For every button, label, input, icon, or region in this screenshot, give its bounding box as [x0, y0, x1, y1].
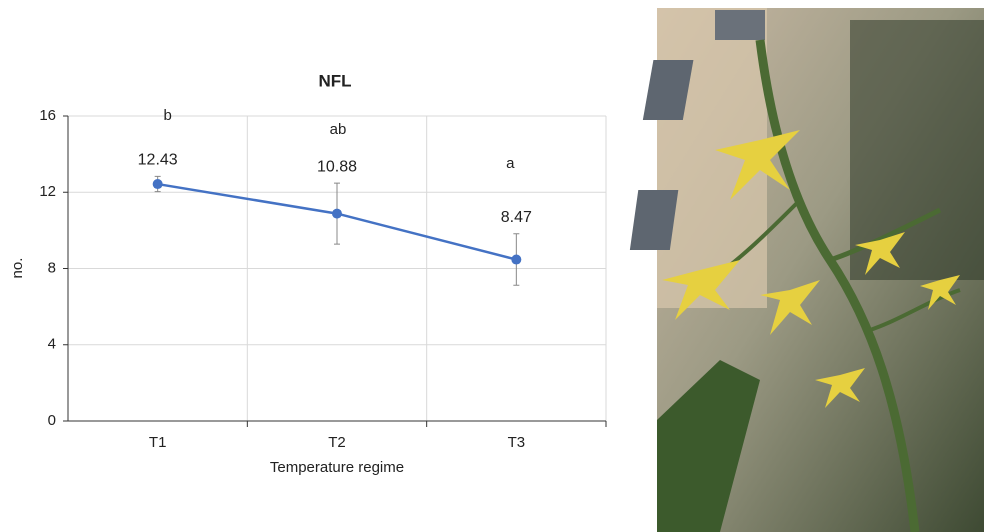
- data-label: 12.43: [138, 152, 178, 169]
- data-point: [153, 179, 163, 189]
- y-tick-label: 0: [48, 412, 56, 429]
- y-tick-label: 16: [39, 107, 56, 124]
- annotation: b: [163, 107, 171, 124]
- x-tick-label: T2: [328, 434, 346, 451]
- data-label: 8.47: [501, 209, 532, 226]
- x-tick-label: T1: [149, 434, 167, 451]
- y-tick-label: 12: [39, 183, 56, 200]
- data-point: [332, 209, 342, 219]
- chart-title: NFL: [318, 71, 351, 90]
- annotation: ab: [330, 121, 347, 138]
- page: NFL no. Temperature regime 0 4 8 12 16 T1 b T2 a…: [0, 0, 984, 532]
- annotation: a: [506, 155, 515, 172]
- y-tick-label: 8: [48, 259, 56, 276]
- data-label: 10.88: [317, 158, 357, 175]
- data-point: [511, 255, 521, 265]
- photo: [630, 8, 984, 532]
- y-tick-label: 4: [48, 336, 56, 353]
- x-tick-label: T3: [508, 434, 526, 451]
- x-axis-label: Temperature regime: [270, 459, 404, 476]
- y-axis-label: no.: [9, 258, 26, 279]
